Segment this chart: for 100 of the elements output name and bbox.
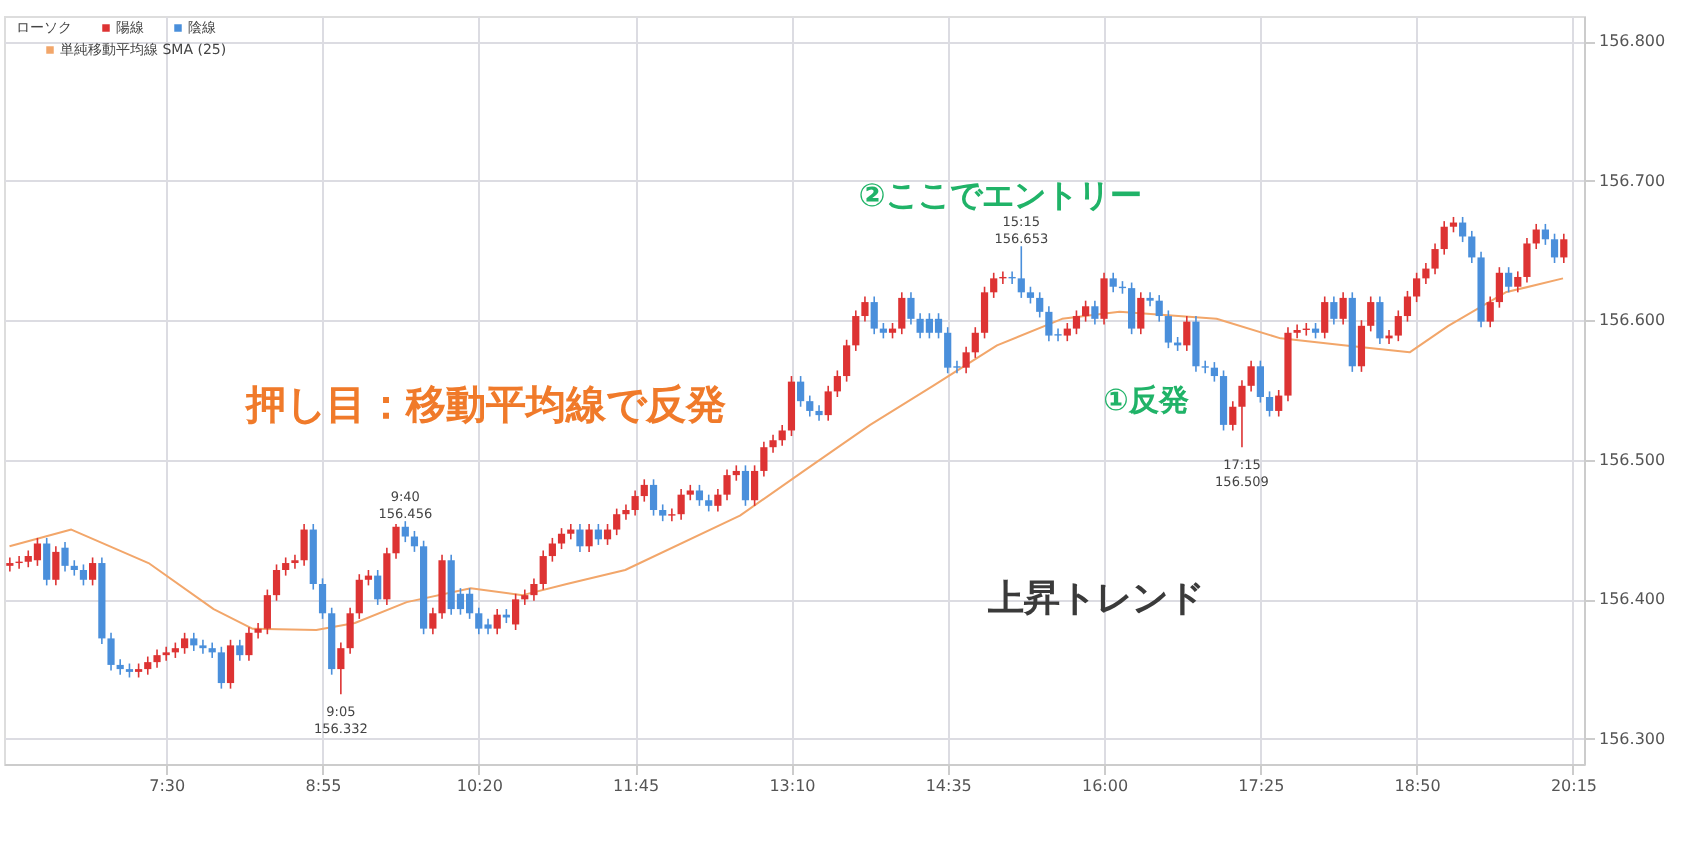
candlestick <box>291 553 299 570</box>
candlestick <box>631 489 639 517</box>
candlestick <box>33 537 42 567</box>
candlestick <box>1164 309 1172 349</box>
candlestick <box>1265 390 1274 418</box>
candlestick <box>852 309 860 352</box>
candlestick <box>1367 295 1375 333</box>
x-tick-label: 8:55 <box>305 777 342 795</box>
candlestick <box>1109 271 1117 294</box>
candlestick <box>1072 309 1081 335</box>
candlestick <box>52 545 60 587</box>
candlestick <box>962 345 970 375</box>
candlestick <box>61 541 69 573</box>
candlestick <box>1128 281 1136 335</box>
candlestick <box>43 537 51 587</box>
candlestick <box>741 464 750 507</box>
candlestick <box>162 645 170 662</box>
candlestick <box>980 285 989 340</box>
candlestick <box>1100 271 1108 326</box>
candlestick <box>1256 359 1264 404</box>
candlestick <box>1495 266 1503 309</box>
candlestick <box>714 488 722 513</box>
candlestick <box>1486 295 1494 328</box>
candlestick <box>861 295 869 323</box>
candlestick <box>1275 389 1283 418</box>
candlestick <box>6 556 14 573</box>
y-tick-label: 156.500 <box>1599 450 1666 469</box>
y-tick-label: 156.800 <box>1599 32 1666 51</box>
candlestick <box>1357 319 1366 373</box>
candlestick <box>236 639 244 662</box>
candlestick <box>557 527 566 550</box>
candlestick <box>1238 379 1246 449</box>
candlestick <box>1183 315 1191 352</box>
candlestick <box>843 338 851 383</box>
candlestick <box>410 530 419 553</box>
candlestick <box>649 478 658 517</box>
candlestick <box>695 484 704 507</box>
candlestick <box>144 655 152 676</box>
candlestick <box>217 645 225 690</box>
candlestick <box>668 507 676 522</box>
candlestick <box>272 563 281 602</box>
x-tick-label: 16:00 <box>1081 777 1129 795</box>
candlestick <box>1229 400 1237 432</box>
candlestick <box>760 440 768 478</box>
candlestick <box>1247 359 1255 393</box>
candlestick <box>226 639 235 690</box>
x-tick-label: 11:45 <box>613 777 660 795</box>
y-tick-label: 156.400 <box>1599 590 1666 609</box>
candlestick <box>199 639 207 655</box>
annotation: 上昇トレンド <box>986 578 1204 620</box>
candlestick <box>1017 245 1025 299</box>
candlestick <box>1394 309 1402 342</box>
candlestick <box>833 369 841 398</box>
candlestick <box>190 632 198 652</box>
candlestick <box>346 606 354 655</box>
candlestick <box>374 569 382 606</box>
x-tick-label: 18:50 <box>1394 777 1441 795</box>
candlestick <box>1155 294 1163 323</box>
candlestick <box>512 592 520 631</box>
candlestick <box>89 556 97 587</box>
x-tick-label: 10:20 <box>456 777 503 795</box>
candlestick <box>181 632 189 655</box>
candlestick <box>769 433 777 454</box>
x-tick-label: 17:25 <box>1238 777 1285 795</box>
candlestick <box>355 573 363 620</box>
candlestick <box>1560 232 1568 264</box>
candlestick <box>1532 223 1540 250</box>
candlestick <box>622 503 630 521</box>
candlestick <box>898 291 906 335</box>
candlestick <box>594 523 602 546</box>
candlestick <box>751 464 759 507</box>
candlestick <box>401 520 409 543</box>
annotation: ②ここでエントリー <box>858 176 1142 214</box>
candlestick <box>337 641 345 696</box>
candlestick <box>79 563 88 587</box>
candlestick <box>383 546 391 606</box>
x-tick-label: 14:35 <box>925 777 972 795</box>
candlestick <box>70 559 78 577</box>
candlestick <box>548 537 556 563</box>
candlestick <box>1137 291 1145 335</box>
candlestick <box>603 523 612 546</box>
candlestick <box>1459 216 1467 243</box>
x-tick-label: 13:10 <box>769 777 816 795</box>
candlestick <box>1201 359 1209 375</box>
candlestick <box>1091 299 1099 326</box>
candlestick <box>1422 262 1430 285</box>
candlestick <box>613 507 621 536</box>
candlestick <box>1505 266 1513 294</box>
candlestick <box>1413 271 1421 303</box>
candlestick <box>392 523 400 560</box>
candlestick <box>1330 295 1338 326</box>
candlestick <box>116 658 124 676</box>
candlestick <box>1376 295 1384 345</box>
candlestick <box>1440 220 1448 256</box>
candlestick <box>493 608 501 636</box>
candlestick <box>806 394 814 418</box>
candlestick <box>576 523 584 553</box>
candlestick <box>1514 270 1522 294</box>
candlestick <box>1036 291 1044 319</box>
x-tick-label: 7:30 <box>149 777 186 795</box>
